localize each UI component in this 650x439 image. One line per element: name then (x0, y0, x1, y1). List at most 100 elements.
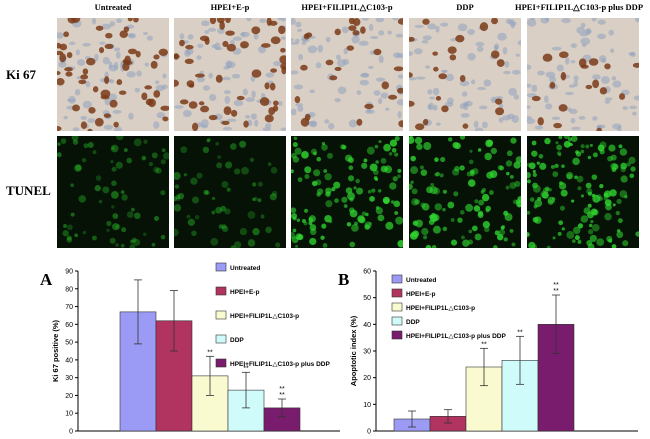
ki67-positive-nucleus (364, 103, 374, 110)
counterstain-nucleus (242, 88, 248, 96)
tunel-signal (66, 237, 73, 243)
counterstain-nucleus (549, 75, 557, 83)
tunel-signal (469, 149, 473, 153)
tunel-signal (308, 215, 316, 223)
tunel-signal (155, 167, 162, 174)
ki67-positive-nucleus (334, 66, 342, 72)
tunel-signal (257, 181, 263, 187)
tunel-signal (474, 199, 479, 204)
ki67-positive-nucleus (226, 43, 237, 52)
tunel-signal (513, 161, 521, 169)
tunel-signal (450, 239, 458, 246)
tunel-signal (412, 220, 419, 226)
tunel-signal (323, 169, 328, 173)
counterstain-nucleus (578, 115, 586, 120)
counterstain-nucleus (77, 59, 86, 66)
counterstain-nucleus (373, 90, 381, 96)
tunel-signal (603, 196, 608, 201)
ki67-positive-nucleus (57, 71, 61, 76)
ki67-positive-nucleus (104, 76, 110, 85)
counterstain-nucleus (281, 18, 286, 22)
tunel-signal (389, 139, 398, 147)
tunel-signal (373, 176, 378, 180)
tunel-signal (373, 169, 379, 176)
counterstain-nucleus (633, 95, 639, 101)
tunel-signal (576, 175, 584, 183)
tunel-signal (414, 136, 423, 145)
significance-marker: ** (207, 349, 213, 356)
counterstain-nucleus (467, 28, 475, 35)
tunel-signal (325, 200, 333, 208)
ki67-positive-nucleus (251, 26, 261, 35)
tunel-signal (425, 244, 432, 248)
tunel-signal (174, 172, 181, 180)
tunel-signal (322, 243, 328, 248)
ki67-positive-nucleus (264, 82, 270, 90)
tunel-signal (161, 148, 166, 153)
tunel-signal (111, 146, 115, 150)
ki67-positive-nucleus (305, 32, 313, 38)
ki67-positive-nucleus (388, 94, 398, 100)
counterstain-nucleus (315, 62, 322, 69)
counterstain-nucleus (99, 41, 106, 45)
ki67-positive-nucleus (479, 22, 489, 32)
ki67-positive-nucleus (356, 118, 363, 126)
tunel-signal (592, 194, 601, 203)
tunel-signal (78, 195, 87, 203)
y-tick-label: 30 (65, 375, 73, 382)
counterstain-nucleus (328, 122, 335, 130)
tunel-signal (459, 136, 466, 140)
legend-swatch-2 (215, 286, 227, 296)
counterstain-nucleus (146, 35, 154, 41)
ki67-positive-nucleus (270, 68, 278, 73)
counterstain-nucleus (513, 94, 519, 100)
legend-swatch-3 (391, 302, 403, 312)
tunel-signal (221, 181, 229, 188)
tunel-signal (233, 241, 242, 248)
tunel-signal (111, 205, 115, 209)
ki67-positive-nucleus (153, 54, 160, 60)
counterstain-nucleus (424, 65, 431, 69)
tunel-signal (367, 189, 372, 194)
counterstain-nucleus (573, 80, 579, 87)
ki67-micrograph-2 (174, 18, 286, 131)
micrograph-texture (527, 136, 639, 248)
counterstain-nucleus (476, 46, 484, 52)
counterstain-nucleus (208, 27, 217, 32)
counterstain-nucleus (196, 55, 202, 60)
counterstain-nucleus (307, 120, 317, 127)
counterstain-nucleus (601, 58, 607, 63)
counterstain-nucleus (571, 126, 581, 130)
ki67-positive-nucleus (496, 59, 505, 67)
tunel-signal (616, 231, 624, 239)
tunel-signal (369, 196, 375, 202)
ki67-positive-nucleus (280, 47, 286, 53)
tunel-signal (411, 188, 418, 195)
tunel-signal (435, 171, 440, 177)
tunel-signal (599, 183, 604, 189)
tunel-signal (512, 199, 518, 205)
tunel-signal (110, 144, 119, 153)
tunel-signal (554, 163, 559, 169)
tunel-signal (536, 161, 540, 165)
tunel-signal (394, 136, 400, 142)
ki67-positive-nucleus (94, 117, 104, 127)
tunel-signal (321, 141, 326, 146)
legend-swatch-5 (391, 330, 403, 340)
tunel-signal (207, 137, 211, 142)
tunel-signal (361, 211, 367, 216)
ki67-positive-nucleus (123, 26, 130, 32)
tunel-signal (133, 212, 141, 220)
significance-marker: ** (553, 282, 559, 289)
tunel-signal (559, 205, 566, 211)
counterstain-nucleus (222, 126, 233, 131)
ki67-positive-nucleus (72, 104, 80, 112)
counterstain-nucleus (435, 122, 441, 126)
counterstain-nucleus (543, 95, 549, 103)
ki67-positive-nucleus (537, 117, 544, 126)
y-tick-label: 0 (367, 429, 371, 436)
counterstain-nucleus (561, 18, 572, 24)
ki67-positive-nucleus (80, 74, 89, 80)
counterstain-nucleus (534, 125, 544, 130)
tunel-signal (345, 187, 353, 194)
